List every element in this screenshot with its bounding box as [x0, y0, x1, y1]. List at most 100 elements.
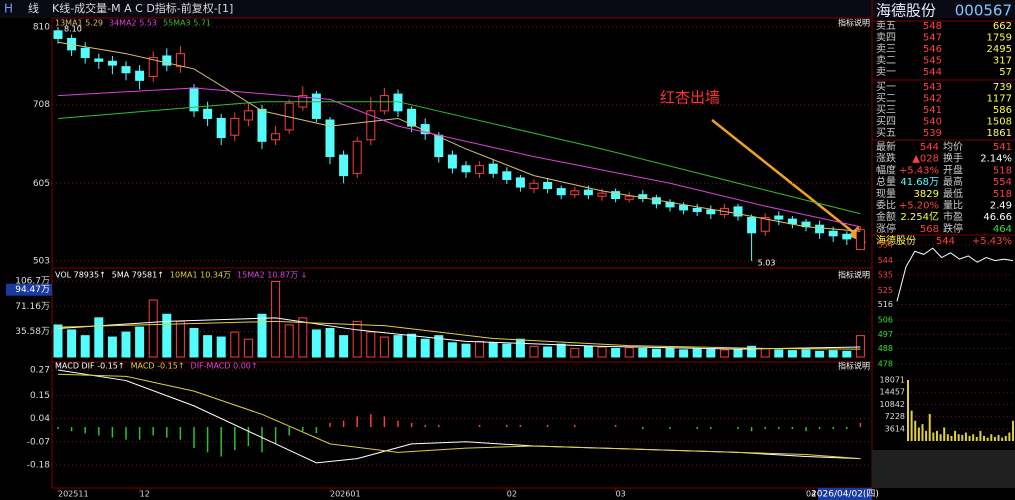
book-label: 卖三 — [876, 43, 896, 55]
candle-body — [94, 58, 104, 62]
intraday-vol-label: 14457 — [880, 388, 905, 397]
legend-entry: VOL 78935↑ — [55, 271, 106, 280]
volume-bar — [393, 335, 403, 358]
indicator-line — [57, 320, 861, 350]
intraday-y-label: 497 — [878, 330, 893, 339]
volume-bar — [760, 347, 770, 358]
book-volume: 586 — [993, 105, 1012, 116]
book-volume: 1861 — [987, 128, 1012, 139]
candle-body — [339, 154, 349, 177]
intraday-vol-label: 10842 — [880, 400, 905, 409]
book-label: 买五 — [876, 127, 896, 139]
volume-bar — [747, 345, 757, 358]
volume-bar — [80, 335, 90, 358]
book-price: 548 — [923, 21, 942, 32]
candle-body — [243, 110, 253, 121]
legend-entry: 15MA2 10.87万 ↓ — [237, 271, 307, 280]
y-tick-label: 810 — [33, 23, 50, 33]
intraday-y-label: 535 — [878, 270, 893, 279]
volume-bar — [230, 331, 240, 358]
intraday-y-label: 478 — [878, 360, 893, 369]
y-tick-label: 503 — [33, 257, 50, 267]
stat-label: 市盈 — [943, 210, 963, 223]
help-button[interactable]: 指标说明 — [838, 361, 870, 371]
candle-body — [692, 207, 702, 212]
candle-body — [461, 165, 471, 173]
legend-entry: 34MA2 5.53 — [109, 19, 157, 28]
candle-body — [352, 140, 362, 174]
book-volume: 1759 — [987, 33, 1012, 44]
intraday-y-label: 544 — [878, 256, 893, 265]
volume-bar — [366, 331, 376, 358]
y-tick-label: -0.18 — [27, 461, 51, 471]
candle-body — [379, 95, 389, 112]
candle-body — [760, 217, 770, 232]
stat-value: 518 — [993, 165, 1012, 176]
indicator-line — [57, 101, 861, 215]
volume-bar — [325, 328, 335, 358]
help-button[interactable]: 指标说明 — [838, 270, 870, 280]
stat-value: +5.43% — [899, 165, 939, 176]
candle-body — [121, 66, 131, 74]
book-price: 544 — [923, 67, 942, 78]
volume-bar — [787, 350, 797, 358]
stock-name: 海德股份 — [876, 2, 936, 20]
candle-body — [447, 154, 457, 169]
volume-bar — [447, 342, 457, 358]
candle-body — [475, 165, 485, 174]
stat-value: 518 — [993, 189, 1012, 200]
candle-body — [679, 204, 689, 211]
indicator-line — [57, 87, 861, 228]
cursor-label: 94.47万 — [15, 285, 50, 295]
intraday-line — [896, 247, 1014, 302]
book-volume: 317 — [993, 56, 1012, 67]
volume-bar — [284, 324, 294, 358]
volume-bar — [774, 349, 784, 358]
stat-label: 均价 — [943, 141, 963, 153]
stat-value: 2.14% — [980, 154, 1012, 165]
candle-body — [597, 192, 607, 197]
stat-value: 3829 — [914, 189, 939, 200]
candle-body — [583, 189, 593, 196]
toolbar — [0, 0, 1015, 18]
candle-body — [488, 163, 498, 174]
candle-body — [271, 133, 281, 141]
stat-label: 委比 — [876, 199, 896, 212]
intraday-change: +5.43% — [972, 236, 1012, 247]
toolbar-key[interactable]: H — [4, 2, 13, 16]
help-button[interactable]: 指标说明 — [838, 18, 870, 28]
candle-body — [325, 119, 335, 158]
candle-body — [570, 190, 580, 196]
intraday-vol-label: 3614 — [885, 424, 905, 433]
volume-bar — [420, 338, 430, 358]
candle-body — [148, 56, 158, 78]
stat-value: 554 — [993, 177, 1012, 188]
y-tick-label: 0.27 — [30, 366, 50, 376]
candle-body — [53, 30, 63, 39]
volume-bar — [121, 331, 131, 358]
book-price: 539 — [923, 128, 942, 139]
stat-label: 金额 — [876, 210, 896, 223]
volume-bar — [271, 280, 281, 358]
volume-bar — [339, 335, 349, 358]
candle-body — [162, 55, 172, 66]
indicator-line — [57, 317, 861, 350]
volume-bar — [434, 335, 444, 358]
volume-bar — [94, 317, 104, 358]
book-label: 卖一 — [876, 66, 896, 78]
y-tick-label: -0.07 — [27, 437, 50, 447]
price-extreme-label: 5.03 — [758, 259, 776, 268]
stat-label: 幅度 — [876, 163, 896, 176]
candle-body — [815, 224, 825, 234]
volume-bar — [828, 350, 838, 358]
x-tick-label: 04 — [806, 490, 816, 499]
candle-body — [515, 177, 525, 188]
indicator-line — [57, 373, 861, 460]
intraday-price: 544 — [936, 236, 955, 247]
legend-entry: 55MA3 5.71 — [163, 19, 211, 28]
toolbar-mode[interactable]: 线 — [28, 1, 39, 15]
candle-body — [107, 60, 117, 66]
candle-body — [787, 218, 797, 225]
arrow — [711, 119, 859, 237]
